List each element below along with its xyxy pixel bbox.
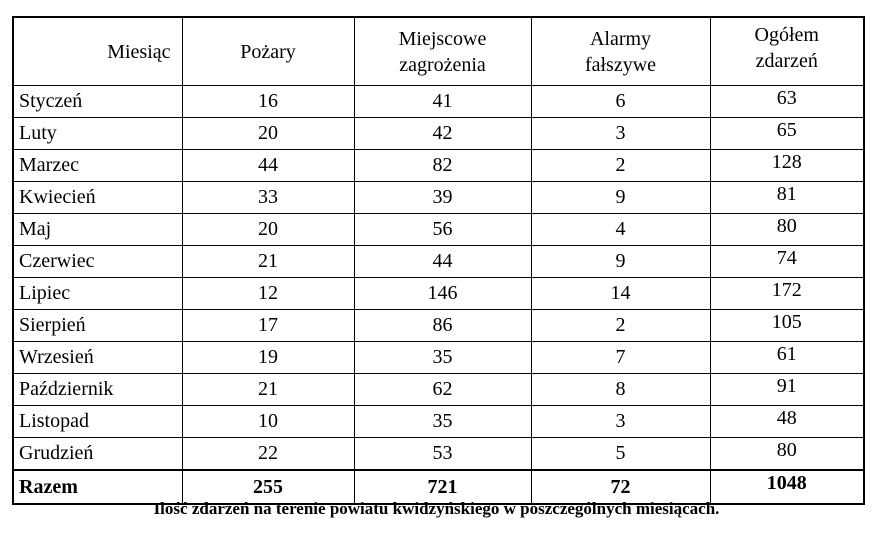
cell-false-alarms: 9	[530, 181, 711, 214]
table-row-lipiec: Lipiec 12 146 14 172	[12, 277, 865, 310]
cell-month: Listopad	[12, 405, 183, 438]
cell-total: 74	[709, 245, 865, 278]
table-row-maj: Maj 20 56 4 80	[12, 213, 865, 246]
cell-month: Wrzesień	[12, 341, 183, 374]
cell-month: Czerwiec	[12, 245, 183, 278]
table-row-styczen: Styczeń 16 41 6 63	[12, 85, 865, 118]
cell-month: Kwiecień	[12, 181, 183, 214]
cell-local-threats: 82	[353, 149, 532, 182]
header-fires: Pożary	[181, 16, 355, 86]
cell-false-alarms: 2	[530, 309, 711, 342]
cell-fires: 22	[181, 437, 355, 471]
cell-local-threats: 53	[353, 437, 532, 471]
table-row-listopad: Listopad 10 35 3 48	[12, 405, 865, 438]
cell-local-threats: 41	[353, 85, 532, 118]
header-false-alarms: Alarmy fałszywe	[530, 16, 711, 86]
cell-month: Październik	[12, 373, 183, 406]
cell-total: 80	[709, 437, 865, 471]
cell-fires: 19	[181, 341, 355, 374]
cell-total: 105	[709, 309, 865, 342]
cell-fires: 44	[181, 149, 355, 182]
cell-total-fires: 255	[181, 469, 355, 505]
cell-month: Maj	[12, 213, 183, 246]
cell-fires: 20	[181, 213, 355, 246]
cell-false-alarms: 14	[530, 277, 711, 310]
header-local-threats: Miejscowe zagrożenia	[353, 16, 532, 86]
table-row-sierpien: Sierpień 17 86 2 105	[12, 309, 865, 342]
cell-total: 80	[709, 213, 865, 246]
cell-month: Marzec	[12, 149, 183, 182]
cell-local-threats: 146	[353, 277, 532, 310]
table-total-row: Razem 255 721 72 1048	[12, 469, 865, 505]
cell-month: Lipiec	[12, 277, 183, 310]
cell-local-threats: 35	[353, 405, 532, 438]
table-header-row: Miesiąc Pożary Miejscowe zagrożenia Alarm…	[12, 16, 865, 86]
cell-total: 172	[709, 277, 865, 310]
cell-fires: 33	[181, 181, 355, 214]
cell-total: 63	[709, 85, 865, 118]
table-row-pazdziernik: Październik 21 62 8 91	[12, 373, 865, 406]
cell-local-threats: 86	[353, 309, 532, 342]
cell-local-threats: 42	[353, 117, 532, 150]
cell-local-threats: 44	[353, 245, 532, 278]
table-row-czerwiec: Czerwiec 21 44 9 74	[12, 245, 865, 278]
cell-false-alarms: 3	[530, 405, 711, 438]
header-month-label: Miesiąc	[107, 40, 171, 63]
cell-false-alarms: 2	[530, 149, 711, 182]
cell-local-threats: 35	[353, 341, 532, 374]
cell-false-alarms: 7	[530, 341, 711, 374]
cell-month: Styczeń	[12, 85, 183, 118]
cell-month: Sierpień	[12, 309, 183, 342]
cell-fires: 21	[181, 245, 355, 278]
cell-total: 81	[709, 181, 865, 214]
events-by-month-table: Miesiąc Pożary Miejscowe zagrożenia Alarm…	[12, 16, 865, 505]
cell-false-alarms: 4	[530, 213, 711, 246]
cell-fires: 10	[181, 405, 355, 438]
cell-false-alarms: 3	[530, 117, 711, 150]
table-row-marzec: Marzec 44 82 2 128	[12, 149, 865, 182]
header-fires-label: Pożary	[240, 40, 296, 63]
cell-total: 48	[709, 405, 865, 438]
table-caption: Ilość zdarzeń na terenie powiatu kwidzyń…	[153, 499, 720, 518]
cell-fires: 21	[181, 373, 355, 406]
cell-total: 61	[709, 341, 865, 374]
header-month: Miesiąc	[12, 16, 183, 86]
header-total-events: Ogółem zdarzeń	[709, 16, 865, 86]
table-row-wrzesien: Wrzesień 19 35 7 61	[12, 341, 865, 374]
cell-fires: 20	[181, 117, 355, 150]
cell-total-label: Razem	[12, 469, 183, 505]
table-row-luty: Luty 20 42 3 65	[12, 117, 865, 150]
cell-total: 91	[709, 373, 865, 406]
cell-month: Grudzień	[12, 437, 183, 471]
cell-fires: 17	[181, 309, 355, 342]
cell-total-overall: 1048	[709, 469, 865, 505]
table-row-kwiecien: Kwiecień 33 39 9 81	[12, 181, 865, 214]
cell-false-alarms: 6	[530, 85, 711, 118]
cell-fires: 16	[181, 85, 355, 118]
cell-false-alarms: 8	[530, 373, 711, 406]
cell-local-threats: 39	[353, 181, 532, 214]
cell-local-threats: 56	[353, 213, 532, 246]
cell-total-false-alarms: 72	[530, 469, 711, 505]
cell-month: Luty	[12, 117, 183, 150]
cell-local-threats: 62	[353, 373, 532, 406]
cell-false-alarms: 9	[530, 245, 711, 278]
table-row-grudzien: Grudzień 22 53 5 80	[12, 437, 865, 471]
cell-false-alarms: 5	[530, 437, 711, 471]
cell-total: 128	[709, 149, 865, 182]
cell-total: 65	[709, 117, 865, 150]
cell-fires: 12	[181, 277, 355, 310]
